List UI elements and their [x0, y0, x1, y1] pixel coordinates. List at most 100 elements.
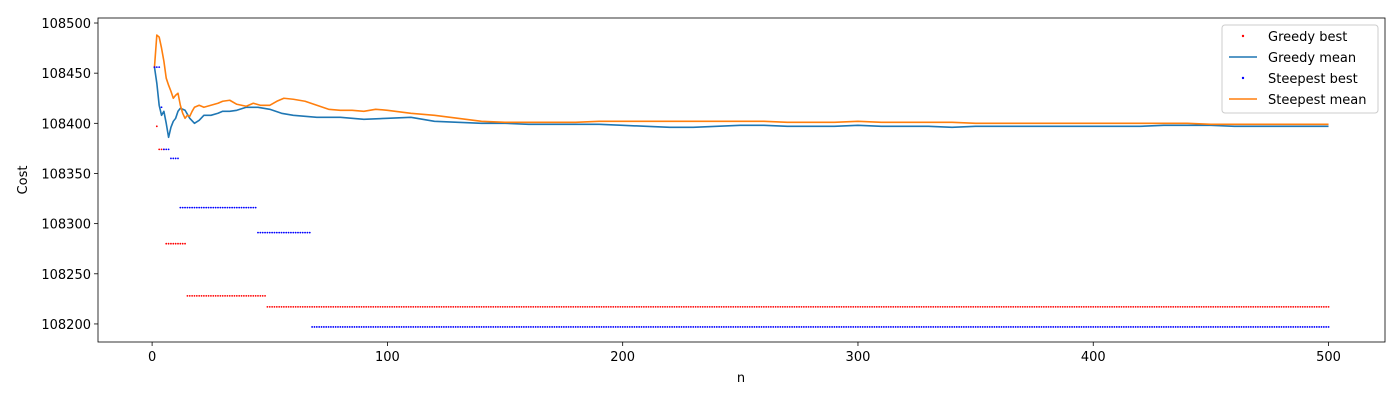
steepest-best-point — [1014, 326, 1017, 328]
greedy-best-point — [534, 305, 537, 308]
greedy-best-point — [657, 305, 659, 308]
steepest-best-point — [1012, 326, 1015, 328]
steepest-best-point — [1125, 326, 1128, 328]
greedy-best-point — [360, 305, 363, 308]
steepest-best-point — [602, 326, 605, 328]
steepest-best-point — [414, 326, 417, 328]
greedy-best-point — [697, 305, 699, 308]
greedy-best-point — [494, 305, 497, 308]
greedy-best-point — [193, 294, 196, 297]
steepest-best-point — [461, 326, 464, 328]
steepest-best-point — [572, 326, 575, 328]
steepest-best-point — [228, 206, 231, 209]
greedy-best-point — [1195, 305, 1198, 308]
steepest-best-point — [939, 326, 942, 328]
steepest-best-point — [421, 326, 424, 328]
steepest-best-point — [464, 326, 466, 328]
steepest-best-point — [1209, 326, 1212, 328]
steepest-best-point — [998, 326, 1001, 328]
steepest-best-point — [285, 231, 288, 234]
greedy-best-point — [725, 305, 728, 308]
greedy-best-point — [626, 305, 629, 308]
steepest-best-point — [1071, 326, 1073, 328]
steepest-best-point — [701, 326, 704, 328]
steepest-best-point — [772, 326, 775, 328]
steepest-best-point — [191, 206, 194, 209]
steepest-best-point — [802, 326, 805, 328]
steepest-best-point — [231, 206, 234, 209]
greedy-best-point — [358, 305, 361, 308]
greedy-best-point — [737, 305, 739, 308]
steepest-best-point — [313, 326, 316, 328]
steepest-best-point — [755, 326, 758, 328]
steepest-best-point — [440, 326, 443, 328]
steepest-best-point — [887, 326, 890, 328]
greedy-best-point — [532, 305, 535, 308]
steepest-best-point — [988, 326, 991, 328]
greedy-best-point — [497, 305, 499, 308]
greedy-best-point — [1193, 305, 1196, 308]
greedy-best-point — [847, 305, 850, 308]
greedy-best-point — [732, 305, 735, 308]
greedy-best-point — [1306, 305, 1309, 308]
greedy-best-point — [833, 305, 836, 308]
steepest-best-point — [527, 326, 530, 328]
steepest-best-point — [654, 326, 657, 328]
steepest-best-point — [967, 326, 970, 328]
steepest-best-point — [934, 326, 937, 328]
greedy-best-point — [1214, 305, 1217, 308]
steepest-best-point — [694, 326, 697, 328]
greedy-best-point — [617, 305, 619, 308]
steepest-best-point — [1099, 326, 1102, 328]
steepest-best-point — [765, 326, 768, 328]
greedy-best-point — [1318, 305, 1321, 308]
greedy-best-point — [1275, 305, 1278, 308]
steepest-best-point — [1184, 326, 1186, 328]
steepest-best-point — [1137, 326, 1139, 328]
greedy-best-point — [539, 305, 542, 308]
steepest-best-point — [162, 148, 165, 151]
steepest-best-point — [431, 326, 433, 328]
steepest-best-point — [428, 326, 431, 328]
steepest-best-point — [955, 326, 958, 328]
steepest-best-point — [322, 326, 325, 328]
steepest-best-point — [744, 326, 746, 328]
greedy-best-point — [962, 305, 965, 308]
steepest-best-point — [581, 326, 584, 328]
greedy-best-point — [412, 305, 415, 308]
steepest-best-point — [438, 326, 441, 328]
steepest-best-point — [311, 326, 314, 328]
greedy-best-point — [786, 305, 789, 308]
greedy-best-point — [487, 305, 490, 308]
steepest-best-point — [202, 206, 205, 209]
steepest-best-point — [918, 326, 921, 328]
greedy-best-point — [339, 305, 342, 308]
steepest-best-point — [367, 326, 370, 328]
greedy-best-point — [1014, 305, 1017, 308]
greedy-best-point — [271, 305, 274, 308]
greedy-best-point — [744, 305, 746, 308]
steepest-best-point — [890, 326, 892, 328]
steepest-best-point — [737, 326, 739, 328]
steepest-best-point — [1007, 326, 1010, 328]
steepest-best-point — [1207, 326, 1210, 328]
greedy-best-point — [600, 305, 603, 308]
greedy-best-point — [555, 305, 558, 308]
steepest-best-point — [948, 326, 951, 328]
steepest-best-point — [1275, 326, 1278, 328]
steepest-best-point — [866, 326, 869, 328]
steepest-best-point — [953, 326, 956, 328]
steepest-best-point — [219, 206, 222, 209]
greedy-best-point — [440, 305, 443, 308]
steepest-best-point — [334, 326, 337, 328]
steepest-best-point — [722, 326, 725, 328]
greedy-best-point — [1045, 305, 1048, 308]
greedy-best-point — [257, 294, 259, 297]
steepest-best-point — [1238, 326, 1241, 328]
steepest-best-point — [372, 326, 375, 328]
greedy-best-point — [1047, 305, 1050, 308]
steepest-best-point — [275, 231, 278, 234]
greedy-best-point — [384, 305, 386, 308]
greedy-best-point — [1313, 305, 1316, 308]
greedy-best-point — [1186, 305, 1189, 308]
